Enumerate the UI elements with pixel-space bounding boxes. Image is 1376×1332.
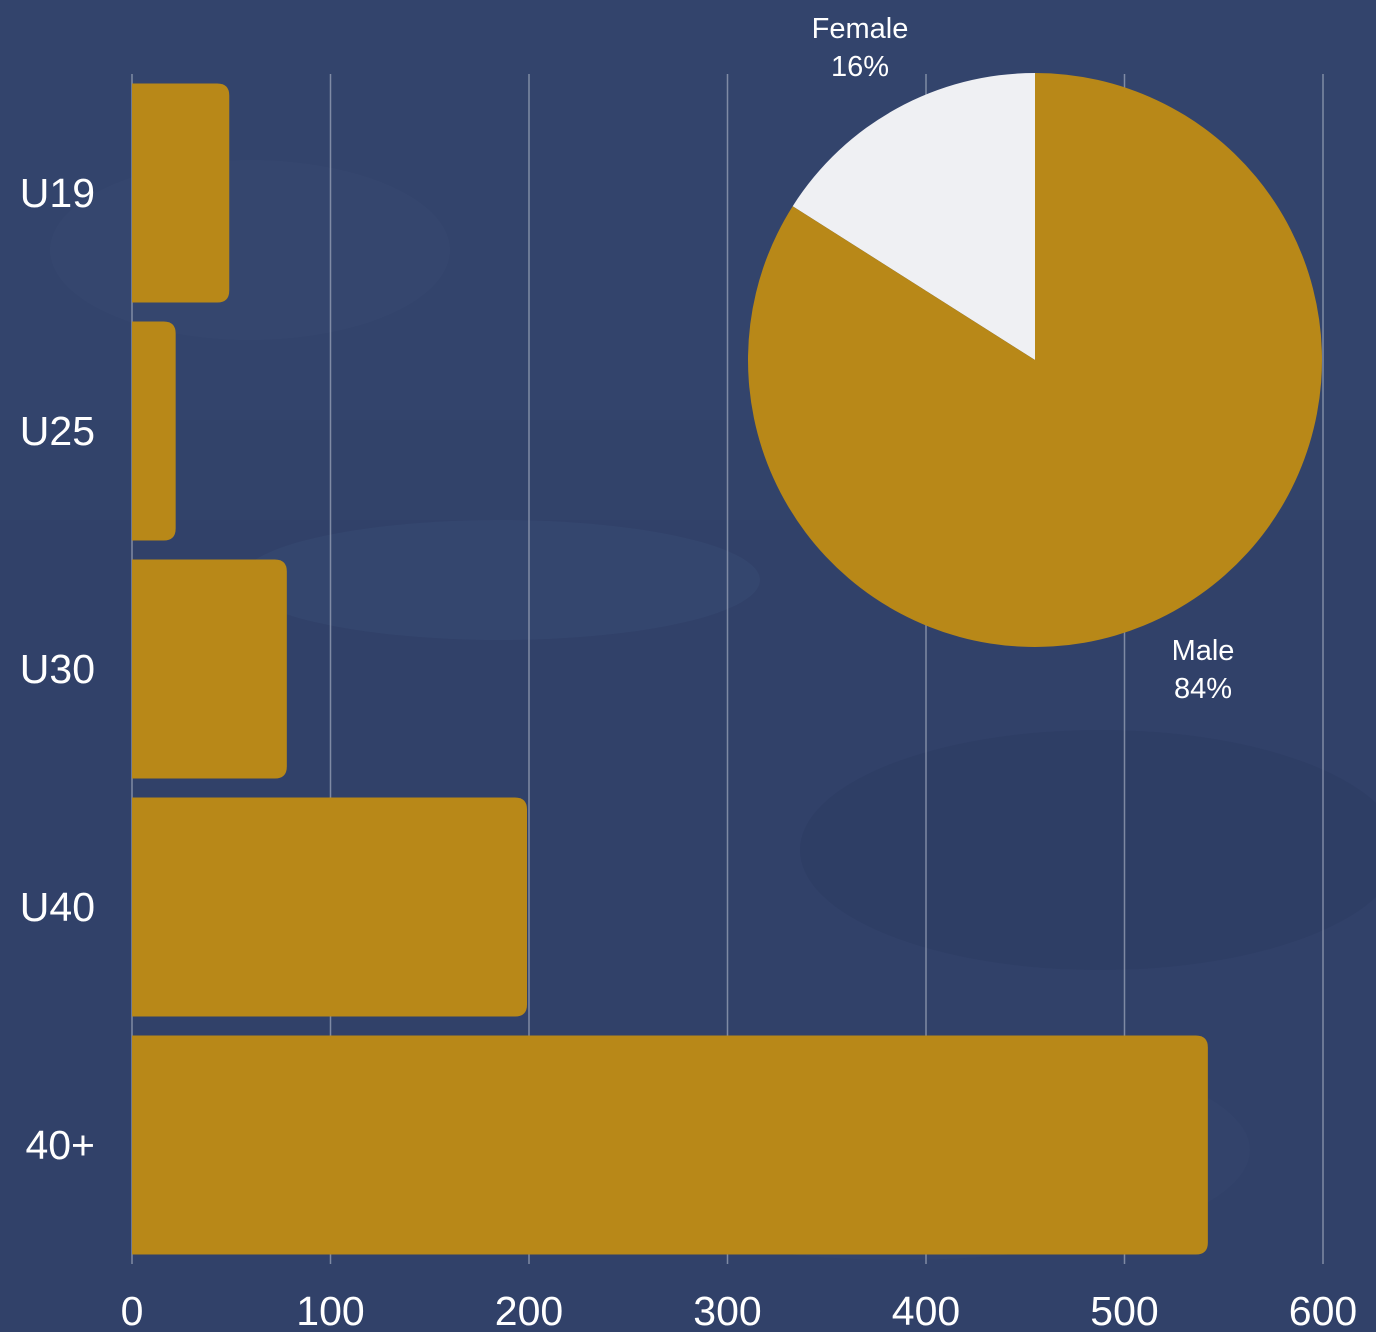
x-tick-label-600: 600: [1289, 1288, 1357, 1332]
pie-labels: Female 16% Male 84%: [812, 13, 1235, 705]
bar-u40: [132, 797, 528, 1017]
bar-series: [132, 83, 1208, 1255]
bar-u30: [132, 559, 287, 779]
category-label-40plus: 40+: [25, 1122, 95, 1168]
pie-slice-female: [792, 73, 1035, 360]
bar-u25: [132, 321, 176, 541]
x-tick-label-400: 400: [892, 1288, 960, 1332]
category-label-u25: U25: [20, 408, 95, 454]
x-axis-ticks: 0 100 200 300 400 500 600: [121, 1288, 1358, 1332]
bar-u19: [132, 83, 230, 303]
pie-label-male: Male: [1172, 635, 1235, 667]
pie-percent-male: 84%: [1174, 673, 1232, 705]
pie-percent-female: 16%: [831, 51, 889, 83]
bar-40plus: [132, 1035, 1208, 1255]
category-labels: U19 U25 U30 U40 40+: [20, 170, 95, 1168]
x-tick-label-0: 0: [121, 1288, 144, 1332]
x-tick-label-200: 200: [495, 1288, 563, 1332]
category-label-u19: U19: [20, 170, 95, 216]
pie-label-female: Female: [812, 13, 909, 45]
x-tick-label-500: 500: [1090, 1288, 1158, 1332]
gender-pie-chart: [748, 73, 1322, 647]
x-tick-label-100: 100: [296, 1288, 364, 1332]
pie-slice-male: [748, 73, 1322, 647]
x-tick-label-300: 300: [693, 1288, 761, 1332]
category-label-u30: U30: [20, 646, 95, 692]
category-label-u40: U40: [20, 884, 95, 930]
